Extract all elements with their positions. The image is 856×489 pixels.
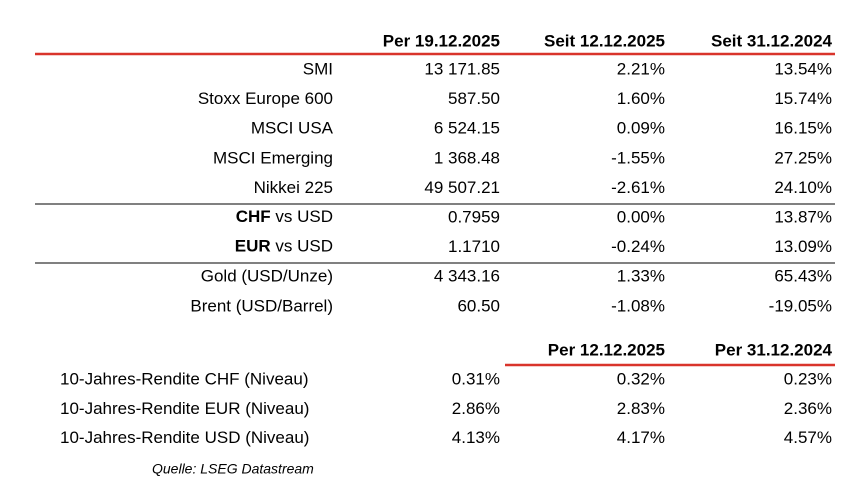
cell: -2.61% bbox=[611, 178, 665, 197]
cell: 0.32% bbox=[617, 369, 665, 388]
cell: 0.23% bbox=[784, 369, 832, 388]
column-header: Seit 31.12.2024 bbox=[711, 31, 833, 50]
row-label: MSCI USA bbox=[251, 119, 334, 138]
cell: 2.36% bbox=[784, 399, 832, 418]
cell: 13 171.85 bbox=[424, 59, 500, 78]
row-label: Nikkei 225 bbox=[254, 178, 333, 197]
cell: 0.00% bbox=[617, 207, 665, 226]
row-label: Stoxx Europe 600 bbox=[198, 89, 333, 108]
cell: 2.86% bbox=[452, 399, 500, 418]
cell: 4.17% bbox=[617, 428, 665, 447]
cell: 24.10% bbox=[774, 178, 832, 197]
row-label: 10-Jahres-Rendite CHF (Niveau) bbox=[60, 369, 308, 388]
row-label: 10-Jahres-Rendite USD (Niveau) bbox=[60, 428, 309, 447]
row-label: Brent (USD/Barrel) bbox=[190, 296, 333, 315]
row-label: Gold (USD/Unze) bbox=[201, 267, 333, 286]
column-header: Seit 12.12.2025 bbox=[544, 31, 665, 50]
cell: 16.15% bbox=[774, 119, 832, 138]
cell: 0.09% bbox=[617, 119, 665, 138]
row-label: SMI bbox=[303, 59, 333, 78]
cell: 4.13% bbox=[452, 428, 500, 447]
source: Quelle: LSEG Datastream bbox=[152, 461, 314, 477]
cell: -1.08% bbox=[611, 296, 665, 315]
cell: 1 368.48 bbox=[434, 148, 500, 167]
cell: 13.09% bbox=[774, 237, 832, 256]
column-header: Per 19.12.2025 bbox=[383, 31, 500, 50]
row-label: CHF vs USD bbox=[236, 207, 333, 226]
cell: 0.7959 bbox=[448, 207, 500, 226]
label-bold: CHF bbox=[236, 207, 271, 226]
cell: 6 524.15 bbox=[434, 119, 500, 138]
cell: 65.43% bbox=[774, 267, 832, 286]
cell: -0.24% bbox=[611, 237, 665, 256]
cell: 2.21% bbox=[617, 59, 665, 78]
cell: 13.87% bbox=[774, 207, 832, 226]
column-header: Per 31.12.2024 bbox=[715, 340, 833, 359]
cell: 2.83% bbox=[617, 399, 665, 418]
cell: -1.55% bbox=[611, 148, 665, 167]
cell: 1.60% bbox=[617, 89, 665, 108]
label-text: vs USD bbox=[275, 237, 333, 256]
row-label: EUR vs USD bbox=[235, 237, 333, 256]
cell: 49 507.21 bbox=[424, 178, 500, 197]
cell: 587.50 bbox=[448, 89, 500, 108]
cell: 60.50 bbox=[457, 296, 500, 315]
label-text: vs USD bbox=[275, 207, 333, 226]
cell: 1.1710 bbox=[448, 237, 500, 256]
row-label: 10-Jahres-Rendite EUR (Niveau) bbox=[60, 399, 309, 418]
cell: 27.25% bbox=[774, 148, 832, 167]
cell: 4.57% bbox=[784, 428, 832, 447]
cell: -19.05% bbox=[769, 296, 832, 315]
column-header: Per 12.12.2025 bbox=[548, 340, 665, 359]
cell: 0.31% bbox=[452, 369, 500, 388]
cell: 15.74% bbox=[774, 89, 832, 108]
cell: 1.33% bbox=[617, 267, 665, 286]
label-bold: EUR bbox=[235, 237, 271, 256]
cell: 4 343.16 bbox=[434, 267, 500, 286]
cell: 13.54% bbox=[774, 59, 832, 78]
row-label: MSCI Emerging bbox=[213, 148, 333, 167]
